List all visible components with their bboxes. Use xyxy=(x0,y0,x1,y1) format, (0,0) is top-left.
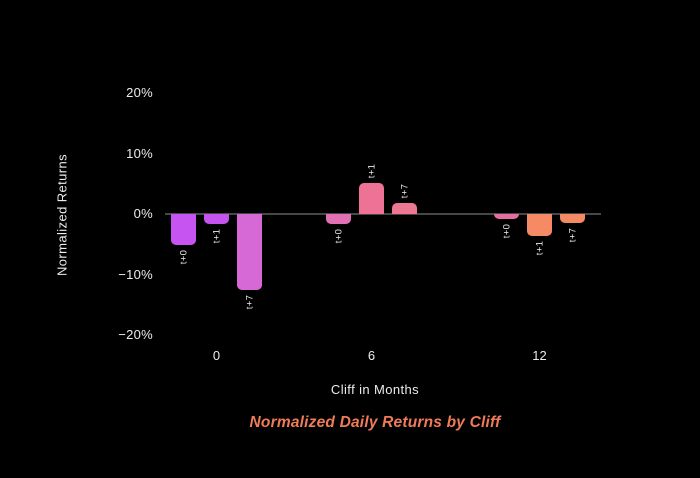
y-tick-label: −10% xyxy=(118,266,153,282)
bar-0-t+7 xyxy=(237,214,262,291)
bar-end-label: t+7 xyxy=(399,183,410,199)
x-tick-label: 0 xyxy=(212,348,221,363)
bar-end-label: t+0 xyxy=(333,228,344,243)
y-tick-label: 20% xyxy=(126,85,153,100)
bar-end-label: t+1 xyxy=(211,228,222,243)
bar-end-label: t+1 xyxy=(534,240,545,255)
bar-0-t+1 xyxy=(204,214,229,224)
bar-end-label: t+0 xyxy=(501,223,512,239)
bar-6-t+1 xyxy=(359,183,384,214)
bar-12-t+0 xyxy=(494,214,519,219)
x-tick-label: 12 xyxy=(532,348,547,363)
y-tick-label: −20% xyxy=(118,327,153,342)
bar-0-t+0 xyxy=(171,214,196,245)
y-tick-label: 10% xyxy=(126,145,153,161)
x-tick-label: 6 xyxy=(367,348,376,363)
bar-end-label: t+7 xyxy=(567,227,578,243)
chart-title: Normalized Daily Returns by Cliff xyxy=(249,414,501,431)
y-axis-title: Normalized Returns xyxy=(54,153,70,277)
bar-12-t+1 xyxy=(527,214,552,236)
y-tick-label: 0% xyxy=(133,206,153,221)
bar-end-label: t+0 xyxy=(178,249,189,265)
bar-6-t+0 xyxy=(326,214,351,224)
bar-6-t+7 xyxy=(392,203,417,214)
x-axis-title: Cliff in Months xyxy=(330,382,420,397)
bar-12-t+7 xyxy=(560,214,585,224)
bar-end-label: t+1 xyxy=(366,163,377,179)
bar-end-label: t+7 xyxy=(244,295,255,310)
